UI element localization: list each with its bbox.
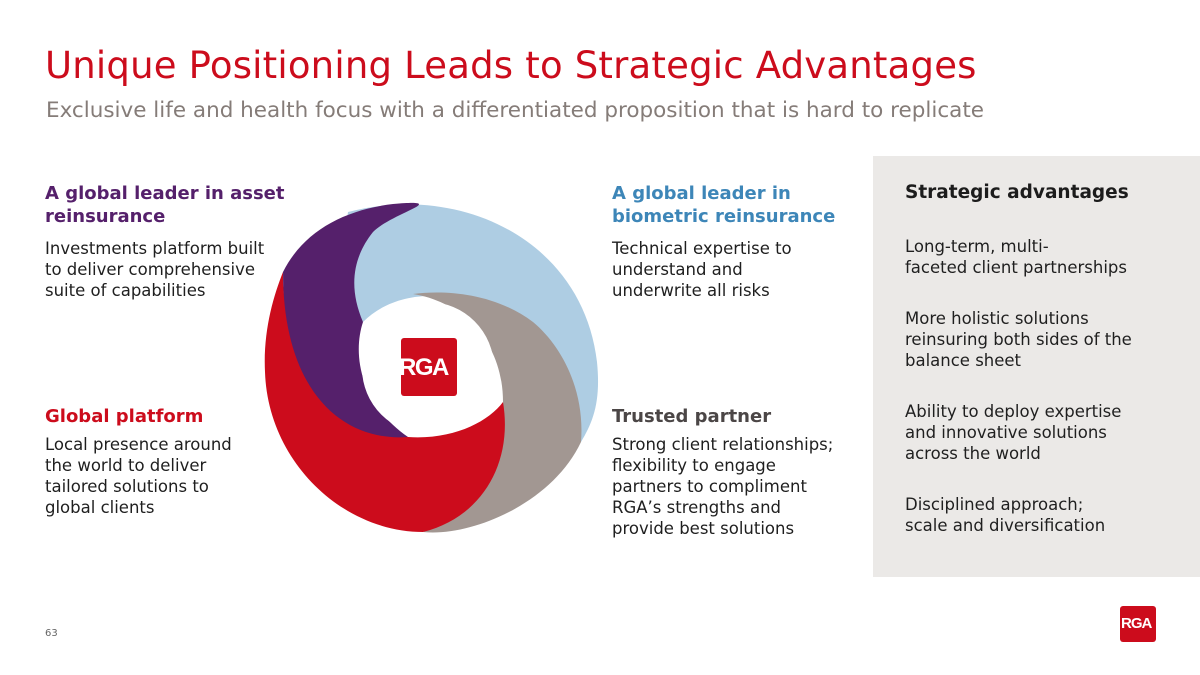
advantage-item: Disciplined approach; scale and diversif… xyxy=(905,495,1106,535)
asset-reinsurance-block: A global leader in asset reinsurance Inv… xyxy=(45,182,305,301)
page-title: Unique Positioning Leads to Strategic Ad… xyxy=(45,44,977,87)
advantage-item: More holistic solutions reinsuring both … xyxy=(905,309,1132,370)
asset-heading: A global leader in asset reinsurance xyxy=(45,183,285,227)
biometric-description: Technical expertise to understand and un… xyxy=(612,239,792,300)
partner-description: Strong client relationships; flexibility… xyxy=(612,435,834,538)
biometric-heading: A global leader in biometric reinsurance xyxy=(612,183,836,227)
swirl-segment-partner xyxy=(413,292,582,533)
rga-logo-center: RGA xyxy=(401,338,457,396)
swirl-segment-asset xyxy=(283,202,419,438)
rga-swirl-diagram xyxy=(264,202,599,533)
page-number: 63 xyxy=(45,628,58,639)
rga-logo-footer: RGA xyxy=(1120,606,1156,642)
partner-heading: Trusted partner xyxy=(612,406,772,427)
swirl-segment-platform xyxy=(264,272,505,532)
strategic-advantages-panel: Strategic advantages Long-term, multi- f… xyxy=(873,156,1200,577)
biometric-reinsurance-block: A global leader in biometric reinsurance… xyxy=(612,182,862,301)
asset-description: Investments platform built to deliver co… xyxy=(45,239,265,300)
swirl-segment-biometric xyxy=(345,204,599,442)
rga-logo-center-text: RGA xyxy=(401,354,449,381)
trusted-partner-block: Trusted partner Strong client relationsh… xyxy=(612,405,862,539)
platform-heading: Global platform xyxy=(45,406,204,427)
rga-logo-footer-text: RGA xyxy=(1121,615,1152,632)
page-subtitle: Exclusive life and health focus with a d… xyxy=(46,98,985,123)
advantage-item: Long-term, multi- faceted client partner… xyxy=(905,237,1127,277)
advantages-heading: Strategic advantages xyxy=(905,182,1129,203)
advantage-item: Ability to deploy expertise and innovati… xyxy=(905,402,1122,463)
global-platform-block: Global platform Local presence around th… xyxy=(45,405,285,518)
platform-description: Local presence around the world to deliv… xyxy=(45,435,232,517)
